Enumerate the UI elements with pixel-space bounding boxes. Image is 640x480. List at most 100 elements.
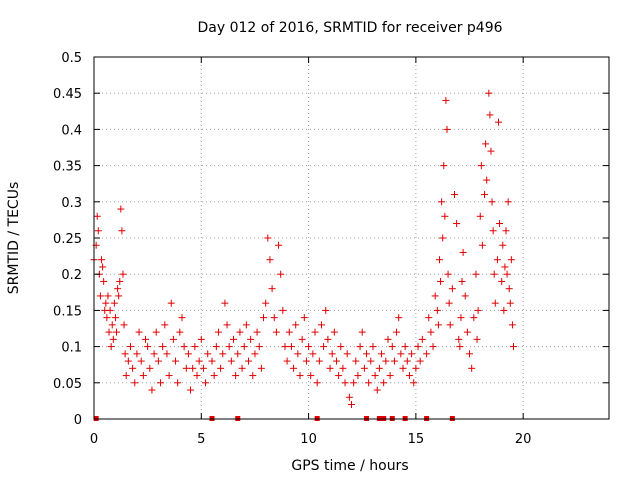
data-point bbox=[163, 350, 171, 358]
data-point bbox=[494, 118, 502, 126]
data-point bbox=[242, 321, 250, 329]
data-point bbox=[184, 350, 192, 358]
data-point bbox=[115, 292, 123, 300]
data-point bbox=[485, 89, 493, 97]
data-point bbox=[433, 306, 441, 314]
data-point bbox=[247, 335, 255, 343]
data-point bbox=[137, 357, 145, 365]
data-point bbox=[214, 328, 222, 336]
data-point bbox=[302, 357, 310, 365]
data-point bbox=[358, 328, 366, 336]
data-point bbox=[103, 314, 111, 322]
data-point bbox=[461, 292, 469, 300]
data-point bbox=[459, 248, 467, 256]
data-point bbox=[499, 241, 507, 249]
data-point bbox=[510, 343, 518, 351]
data-point bbox=[348, 401, 355, 409]
y-tick-label: 0.05 bbox=[53, 377, 82, 392]
data-point bbox=[119, 270, 127, 278]
data-point bbox=[232, 372, 240, 380]
data-point bbox=[96, 292, 104, 300]
data-point bbox=[451, 191, 458, 199]
data-point bbox=[416, 357, 424, 365]
data-point bbox=[412, 364, 420, 372]
data-point bbox=[487, 147, 495, 155]
data-point bbox=[405, 372, 413, 380]
data-point bbox=[408, 350, 416, 358]
data-point bbox=[317, 321, 325, 329]
x-axis-label: GPS time / hours bbox=[291, 458, 408, 474]
data-point bbox=[121, 350, 129, 358]
data-point bbox=[172, 357, 180, 365]
data-point bbox=[202, 379, 210, 387]
data-point bbox=[144, 343, 152, 351]
data-point bbox=[410, 379, 418, 387]
data-point bbox=[482, 140, 490, 148]
data-point bbox=[423, 350, 431, 358]
data-point bbox=[108, 321, 116, 329]
data-point bbox=[111, 314, 119, 322]
data-point bbox=[116, 277, 124, 285]
data-point bbox=[367, 357, 375, 365]
data-point bbox=[193, 372, 201, 380]
data-point bbox=[262, 299, 270, 307]
data-point bbox=[157, 379, 165, 387]
data-point bbox=[283, 357, 291, 365]
data-point bbox=[456, 343, 464, 351]
data-point bbox=[260, 314, 268, 322]
y-tick-label: 0 bbox=[74, 413, 82, 428]
data-point bbox=[373, 386, 381, 394]
data-point bbox=[481, 191, 489, 199]
data-point bbox=[498, 277, 506, 285]
data-point bbox=[322, 306, 330, 314]
data-point bbox=[354, 372, 362, 380]
data-point bbox=[397, 350, 405, 358]
data-point bbox=[131, 379, 139, 387]
x-tick-label: 5 bbox=[197, 432, 205, 447]
data-point bbox=[106, 306, 114, 314]
data-point bbox=[204, 350, 212, 358]
data-point bbox=[165, 372, 173, 380]
y-tick-label: 0.1 bbox=[61, 341, 82, 356]
data-point bbox=[496, 220, 504, 228]
data-point bbox=[100, 277, 108, 285]
data-point bbox=[486, 111, 494, 119]
data-point bbox=[309, 350, 317, 358]
data-point bbox=[324, 335, 332, 343]
data-point bbox=[489, 227, 497, 235]
data-point bbox=[457, 314, 465, 322]
data-point bbox=[229, 335, 237, 343]
data-point bbox=[320, 343, 328, 351]
y-tick-label: 0.25 bbox=[53, 232, 82, 247]
data-point bbox=[296, 372, 304, 380]
data-point bbox=[403, 357, 411, 365]
data-point bbox=[491, 299, 499, 307]
data-point bbox=[339, 364, 347, 372]
data-point bbox=[208, 357, 216, 365]
data-point bbox=[371, 372, 379, 380]
data-point bbox=[290, 364, 298, 372]
data-point bbox=[431, 292, 439, 300]
data-point bbox=[107, 343, 115, 351]
grid-lines bbox=[94, 57, 609, 419]
data-point bbox=[102, 299, 110, 307]
data-point bbox=[425, 314, 433, 322]
data-point bbox=[285, 328, 293, 336]
data-point bbox=[313, 379, 321, 387]
data-point bbox=[337, 343, 345, 351]
data-point bbox=[307, 372, 315, 380]
data-points bbox=[90, 89, 518, 409]
data-point bbox=[117, 205, 125, 213]
data-point bbox=[399, 364, 407, 372]
data-point bbox=[174, 379, 182, 387]
data-point bbox=[268, 285, 276, 293]
y-tick-label: 0.2 bbox=[61, 268, 82, 283]
data-point bbox=[356, 343, 364, 351]
data-point bbox=[466, 350, 474, 358]
data-point bbox=[429, 343, 437, 351]
data-point bbox=[152, 328, 160, 336]
data-point bbox=[488, 198, 496, 206]
data-point bbox=[506, 299, 514, 307]
data-point bbox=[272, 328, 280, 336]
